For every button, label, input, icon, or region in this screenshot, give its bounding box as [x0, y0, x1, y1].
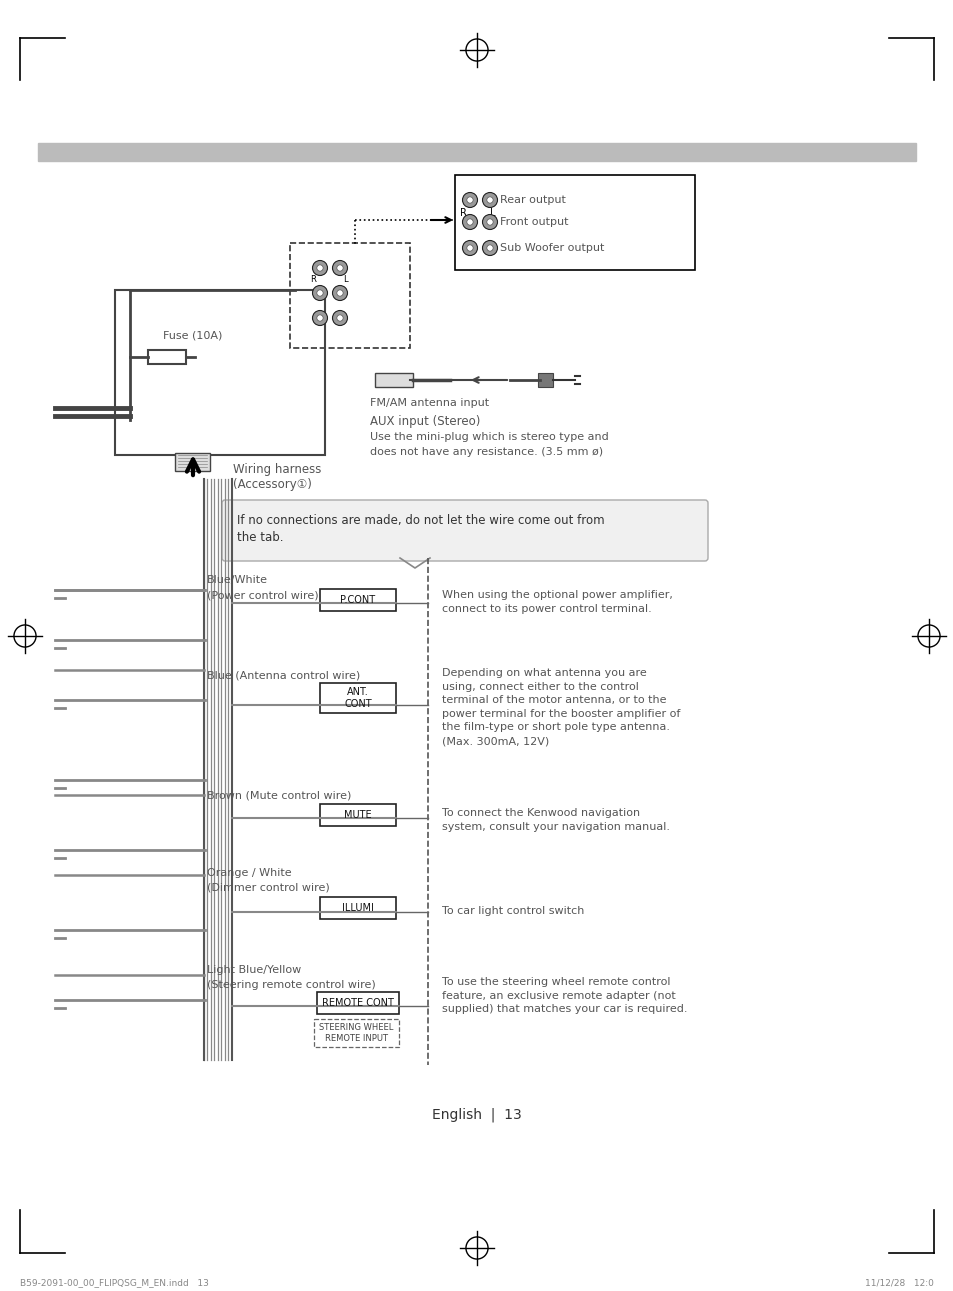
Bar: [174, 453, 210, 471]
Text: Light Blue/Yellow: Light Blue/Yellow: [207, 964, 301, 975]
Circle shape: [316, 265, 323, 271]
Circle shape: [482, 192, 497, 208]
Text: the tab.: the tab.: [236, 531, 283, 544]
Text: FM/AM antenna input: FM/AM antenna input: [370, 398, 489, 408]
Bar: [537, 373, 553, 387]
Text: ANT.
CONT: ANT. CONT: [344, 687, 372, 709]
Text: L: L: [490, 208, 496, 218]
Circle shape: [313, 311, 327, 325]
Circle shape: [482, 240, 497, 256]
Text: (Dimmer control wire): (Dimmer control wire): [207, 883, 330, 893]
Circle shape: [333, 311, 347, 325]
Text: Rear output: Rear output: [499, 195, 565, 205]
Text: B59-2091-00_00_FLIPQSG_M_EN.indd   13: B59-2091-00_00_FLIPQSG_M_EN.indd 13: [20, 1278, 209, 1287]
Bar: [319, 683, 395, 713]
Text: To use the steering wheel remote control
feature, an exclusive remote adapter (n: To use the steering wheel remote control…: [441, 977, 687, 1015]
Text: Front output: Front output: [499, 217, 568, 227]
Text: When using the optional power amplifier,
connect to its power control terminal.: When using the optional power amplifier,…: [441, 590, 672, 613]
Text: (Power control wire): (Power control wire): [207, 590, 318, 600]
Circle shape: [482, 214, 497, 230]
Text: does not have any resistance. (3.5 mm ø): does not have any resistance. (3.5 mm ø): [370, 447, 602, 457]
Bar: [314, 1019, 398, 1047]
Text: If no connections are made, do not let the wire come out from: If no connections are made, do not let t…: [236, 514, 604, 527]
Text: Use the mini-plug which is stereo type and: Use the mini-plug which is stereo type a…: [370, 432, 608, 442]
Bar: [148, 350, 186, 364]
Text: Brown (Mute control wire): Brown (Mute control wire): [207, 790, 351, 800]
Circle shape: [316, 290, 323, 296]
Text: Blue (Antenna control wire): Blue (Antenna control wire): [207, 670, 360, 680]
Text: Depending on what antenna you are
using, connect either to the control
terminal : Depending on what antenna you are using,…: [441, 667, 679, 746]
Bar: [290, 243, 410, 349]
Text: English  |  13: English | 13: [432, 1108, 521, 1122]
Circle shape: [486, 219, 493, 225]
Text: (Accessory①): (Accessory①): [233, 478, 312, 491]
Text: (Steering remote control wire): (Steering remote control wire): [207, 980, 375, 990]
Circle shape: [333, 261, 347, 275]
Circle shape: [466, 245, 473, 252]
Bar: [115, 290, 325, 454]
Circle shape: [462, 214, 477, 230]
Circle shape: [462, 240, 477, 256]
Circle shape: [486, 245, 493, 252]
Text: REMOTE CONT: REMOTE CONT: [322, 998, 394, 1008]
Circle shape: [313, 285, 327, 301]
Text: To car light control switch: To car light control switch: [441, 906, 584, 917]
Text: STEERING WHEEL
REMOTE INPUT: STEERING WHEEL REMOTE INPUT: [319, 1024, 394, 1043]
Circle shape: [466, 196, 473, 203]
Text: To connect the Kenwood navigation
system, consult your navigation manual.: To connect the Kenwood navigation system…: [441, 808, 669, 831]
Circle shape: [333, 285, 347, 301]
Circle shape: [486, 196, 493, 203]
Text: Blue/White: Blue/White: [207, 574, 268, 585]
Bar: [316, 991, 398, 1013]
Circle shape: [336, 290, 343, 296]
Bar: [38, 143, 915, 161]
Bar: [455, 176, 695, 270]
Text: Wiring harness: Wiring harness: [233, 463, 321, 476]
Circle shape: [462, 192, 477, 208]
Bar: [319, 897, 395, 919]
Text: ILLUMI: ILLUMI: [342, 902, 374, 913]
Circle shape: [316, 315, 323, 321]
Text: P.CONT: P.CONT: [340, 595, 375, 605]
Text: Orange / White: Orange / White: [207, 868, 292, 878]
Text: Fuse (10A): Fuse (10A): [163, 330, 222, 340]
Text: 11/12/28   12:0: 11/12/28 12:0: [864, 1278, 933, 1287]
FancyBboxPatch shape: [222, 500, 707, 562]
Text: L: L: [342, 275, 347, 284]
Text: Sub Woofer output: Sub Woofer output: [499, 243, 604, 253]
Bar: [375, 373, 413, 387]
Text: R: R: [310, 275, 315, 284]
Text: R: R: [459, 208, 466, 218]
Text: MUTE: MUTE: [344, 809, 372, 820]
Circle shape: [336, 315, 343, 321]
Text: AUX input (Stereo): AUX input (Stereo): [370, 414, 480, 429]
Circle shape: [466, 219, 473, 225]
Circle shape: [313, 261, 327, 275]
Bar: [319, 804, 395, 826]
Bar: [319, 589, 395, 611]
Circle shape: [336, 265, 343, 271]
